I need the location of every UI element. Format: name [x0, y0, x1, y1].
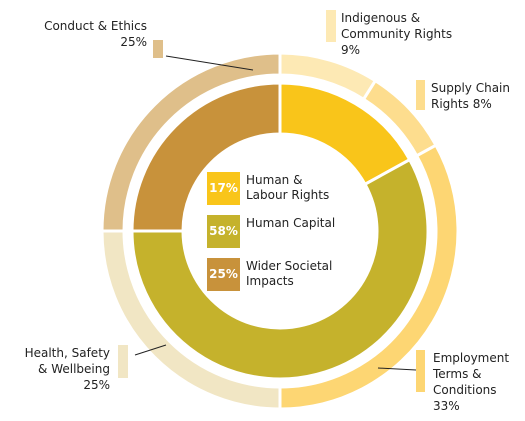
legend-value-text: 17%: [209, 181, 238, 195]
segment-name: Indigenous & Community Rights: [341, 11, 453, 41]
label-marker: [416, 80, 425, 110]
legend-label: Human & Labour Rights: [246, 173, 336, 203]
segment-name: Employment Terms & Conditions: [433, 351, 510, 397]
legend-value-text: 58%: [209, 224, 238, 238]
label-marker: [416, 350, 425, 392]
leader-line: [165, 55, 254, 71]
legend-swatch: [207, 215, 240, 248]
segment-label: Supply Chain Rights 8%: [431, 80, 523, 112]
legend-label-text: Human Capital: [246, 216, 336, 230]
segment-name: Conduct & Ethics: [44, 19, 147, 33]
legend-value: 58%: [207, 224, 240, 239]
segment-name: Health, Safety & Wellbeing: [24, 346, 110, 376]
leader-line: [377, 367, 417, 371]
legend-label-text: Wider Societal Impacts: [246, 259, 333, 288]
segment-value: 33%: [433, 399, 460, 413]
segment-value: 25%: [120, 35, 147, 49]
label-marker: [326, 10, 336, 42]
segment-value: 9%: [341, 43, 361, 57]
segment-value: 25%: [83, 378, 110, 392]
label-marker: [118, 345, 128, 378]
leader-line: [134, 344, 167, 356]
donut-segment: [130, 157, 430, 381]
legend-swatch: [207, 172, 240, 205]
segment-value: 8%: [472, 97, 492, 111]
segment-name: Supply Chain Rights: [431, 81, 510, 111]
donut-segment: [100, 51, 282, 233]
legend-value: 25%: [207, 267, 240, 282]
segment-label: Health, Safety & Wellbeing 25%: [24, 345, 110, 393]
legend-label: Wider Societal Impacts: [246, 259, 336, 289]
label-marker: [153, 40, 163, 58]
donut-segment: [130, 81, 282, 233]
segment-label: Conduct & Ethics 25%: [27, 18, 147, 50]
legend-swatch: [207, 258, 240, 291]
segment-label: Employment Terms & Conditions 33%: [433, 350, 521, 414]
legend-value-text: 25%: [209, 267, 238, 281]
legend-value: 17%: [207, 181, 240, 196]
legend-label: Human Capital: [246, 216, 336, 231]
legend-label-text: Human & Labour Rights: [246, 173, 330, 202]
segment-label: Indigenous & Community Rights 9%: [341, 10, 471, 58]
